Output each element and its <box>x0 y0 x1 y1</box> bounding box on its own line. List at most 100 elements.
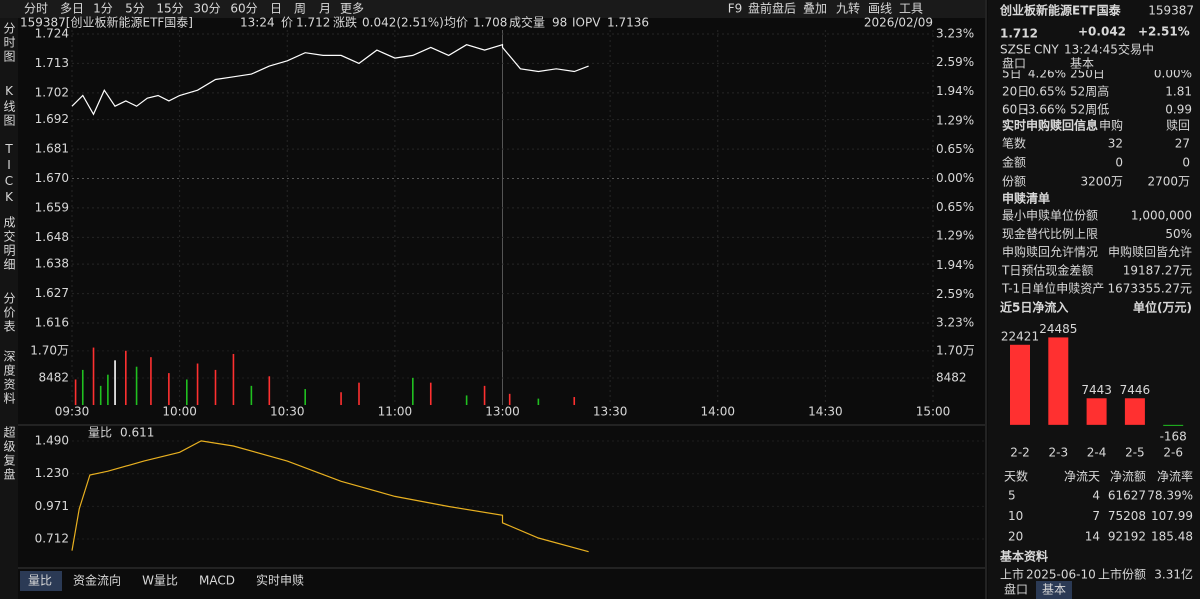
sidebar-tab[interactable]: K线图 <box>2 84 16 128</box>
toolbar <box>0 0 985 18</box>
x-tick-label: 2-4 <box>1087 446 1107 460</box>
tab-selected <box>1036 581 1072 599</box>
flow-cell: 75208 <box>1108 509 1146 523</box>
x-tick-label: 2-5 <box>1125 446 1145 460</box>
row-value: 3200万 <box>1080 175 1123 189</box>
volume-bar <box>250 385 253 405</box>
period-button[interactable]: 30分 <box>193 2 220 16</box>
period-button[interactable]: 15分 <box>156 2 183 16</box>
row-value: 32 <box>1108 137 1123 151</box>
y2-tick-label: 1.94% <box>936 84 974 98</box>
volume-bar <box>537 398 540 405</box>
quote-market: SZSE <box>1000 43 1031 57</box>
perf-label: 52周高 <box>1070 84 1109 99</box>
info-iopv: 1.7136 <box>607 16 649 30</box>
y2-tick-label: 1.70万 <box>936 343 975 357</box>
sidebar-tab[interactable]: 成交明细 <box>2 216 16 272</box>
row-value: 50% <box>1165 227 1192 241</box>
tab-selected <box>20 571 62 591</box>
price-change-pct: +2.51% <box>1138 25 1190 39</box>
value-label: -168 <box>1160 429 1187 443</box>
row-value: 申购赎回皆允许 <box>1108 244 1192 259</box>
ratio-line <box>71 440 589 553</box>
volume-bar <box>168 373 170 405</box>
panel-tab[interactable]: 盘口 <box>1004 582 1028 597</box>
perf-label: 20日 <box>1002 85 1029 99</box>
info-iopv-label: IOPV <box>572 16 601 30</box>
y2-tick-label: 3.23% <box>936 316 974 330</box>
period-button[interactable]: 5分 <box>125 2 145 16</box>
sidebar-tab[interactable]: TICK <box>2 142 16 206</box>
volume-bar <box>135 366 138 405</box>
indicator-tab[interactable]: MACD <box>199 574 235 588</box>
volume-bar <box>99 385 102 405</box>
volume-bar <box>340 392 342 405</box>
row-value: 2700万 <box>1147 175 1190 189</box>
indicator-tab[interactable]: W量比 <box>142 574 178 588</box>
flow-cell: 10 <box>1008 509 1023 523</box>
tool-button[interactable]: 九转 <box>836 1 860 16</box>
quote-time: 13:24:45 <box>1064 43 1118 57</box>
tool-button[interactable]: F9 <box>728 2 743 16</box>
volume-bar <box>186 379 188 405</box>
period-button[interactable]: 1分 <box>93 2 113 16</box>
volume-bar <box>573 397 576 405</box>
info-volume-label: 成交量 <box>509 15 545 30</box>
y2-tick-label: 0.65% <box>936 142 974 156</box>
basic-cell: 上市份额 <box>1098 567 1146 582</box>
x-tick-label: 11:00 <box>378 405 413 419</box>
volume-bar <box>483 385 486 405</box>
quote-tab[interactable]: 基本 <box>1070 57 1094 71</box>
info-price: 1.712 <box>296 16 330 30</box>
row-label: 金额 <box>1002 155 1026 170</box>
y-tick-label: 1.616 <box>35 316 69 330</box>
y-tick-label: 1.627 <box>35 286 69 300</box>
row-label: 份额 <box>1002 175 1026 189</box>
volume-bar <box>412 377 414 405</box>
period-button[interactable]: 日 <box>270 2 282 16</box>
y2-tick-label: 0.65% <box>936 200 974 214</box>
column-header: 净流额 <box>1110 470 1146 484</box>
x-tick-label: 15:00 <box>916 405 951 419</box>
period-button[interactable]: 更多 <box>340 2 364 16</box>
row-label: 最小申赎单位份额 <box>1002 208 1098 223</box>
indicator-tab[interactable]: 实时申赎 <box>256 573 304 588</box>
period-button[interactable]: 月 <box>319 2 331 16</box>
y2-tick-label: 2.59% <box>936 287 974 301</box>
tool-button[interactable]: 盘前盘后 <box>748 1 796 16</box>
y-tick-label: 1.681 <box>35 142 69 156</box>
flow-cell: 92192 <box>1108 530 1146 544</box>
perf-label: 60日 <box>1002 103 1029 117</box>
sidebar-tab[interactable]: 超级复盘 <box>2 425 16 482</box>
flow-cell: 107.99 <box>1151 509 1193 523</box>
x-tick-label: 2-3 <box>1048 446 1068 460</box>
indicator-tab[interactable]: 资金流向 <box>73 573 121 588</box>
volume-bar <box>429 382 432 405</box>
quote-tab[interactable]: 盘口 <box>1002 56 1026 71</box>
sidebar-tab[interactable]: 分价表 <box>2 292 16 334</box>
period-button[interactable]: 多日 <box>60 2 84 16</box>
volume-bar <box>304 389 306 405</box>
y-tick-label: 1.659 <box>35 200 69 214</box>
period-button[interactable]: 60分 <box>230 2 257 16</box>
column-header: 净流天 <box>1064 470 1100 484</box>
legend-label: 量比 <box>88 426 112 440</box>
y2-tick-label: 1.29% <box>936 229 974 243</box>
row-value: 1,000,000 <box>1131 209 1192 223</box>
x-tick-label: 13:00 <box>485 405 520 419</box>
tool-button[interactable]: 画线 <box>868 2 892 16</box>
period-button[interactable]: 周 <box>294 2 306 16</box>
tool-button[interactable]: 叠加 <box>803 2 827 16</box>
sidebar-tab[interactable]: 分时图 <box>2 22 16 64</box>
volume-bar <box>232 353 235 405</box>
indicator-tab[interactable]: 量比 <box>28 574 52 588</box>
perf-value: 0.99 <box>1165 103 1192 117</box>
period-button[interactable]: 分时 <box>24 2 48 16</box>
tool-button[interactable]: 工具 <box>899 2 923 16</box>
panel-tab[interactable]: 基本 <box>1042 583 1066 597</box>
y-tick-label: 1.724 <box>35 27 69 41</box>
security-code: 159387 <box>1148 4 1194 18</box>
volume-bar <box>114 360 116 405</box>
sidebar-tab[interactable]: 深度资料 <box>2 350 16 406</box>
x-tick-label: 10:30 <box>270 405 305 419</box>
